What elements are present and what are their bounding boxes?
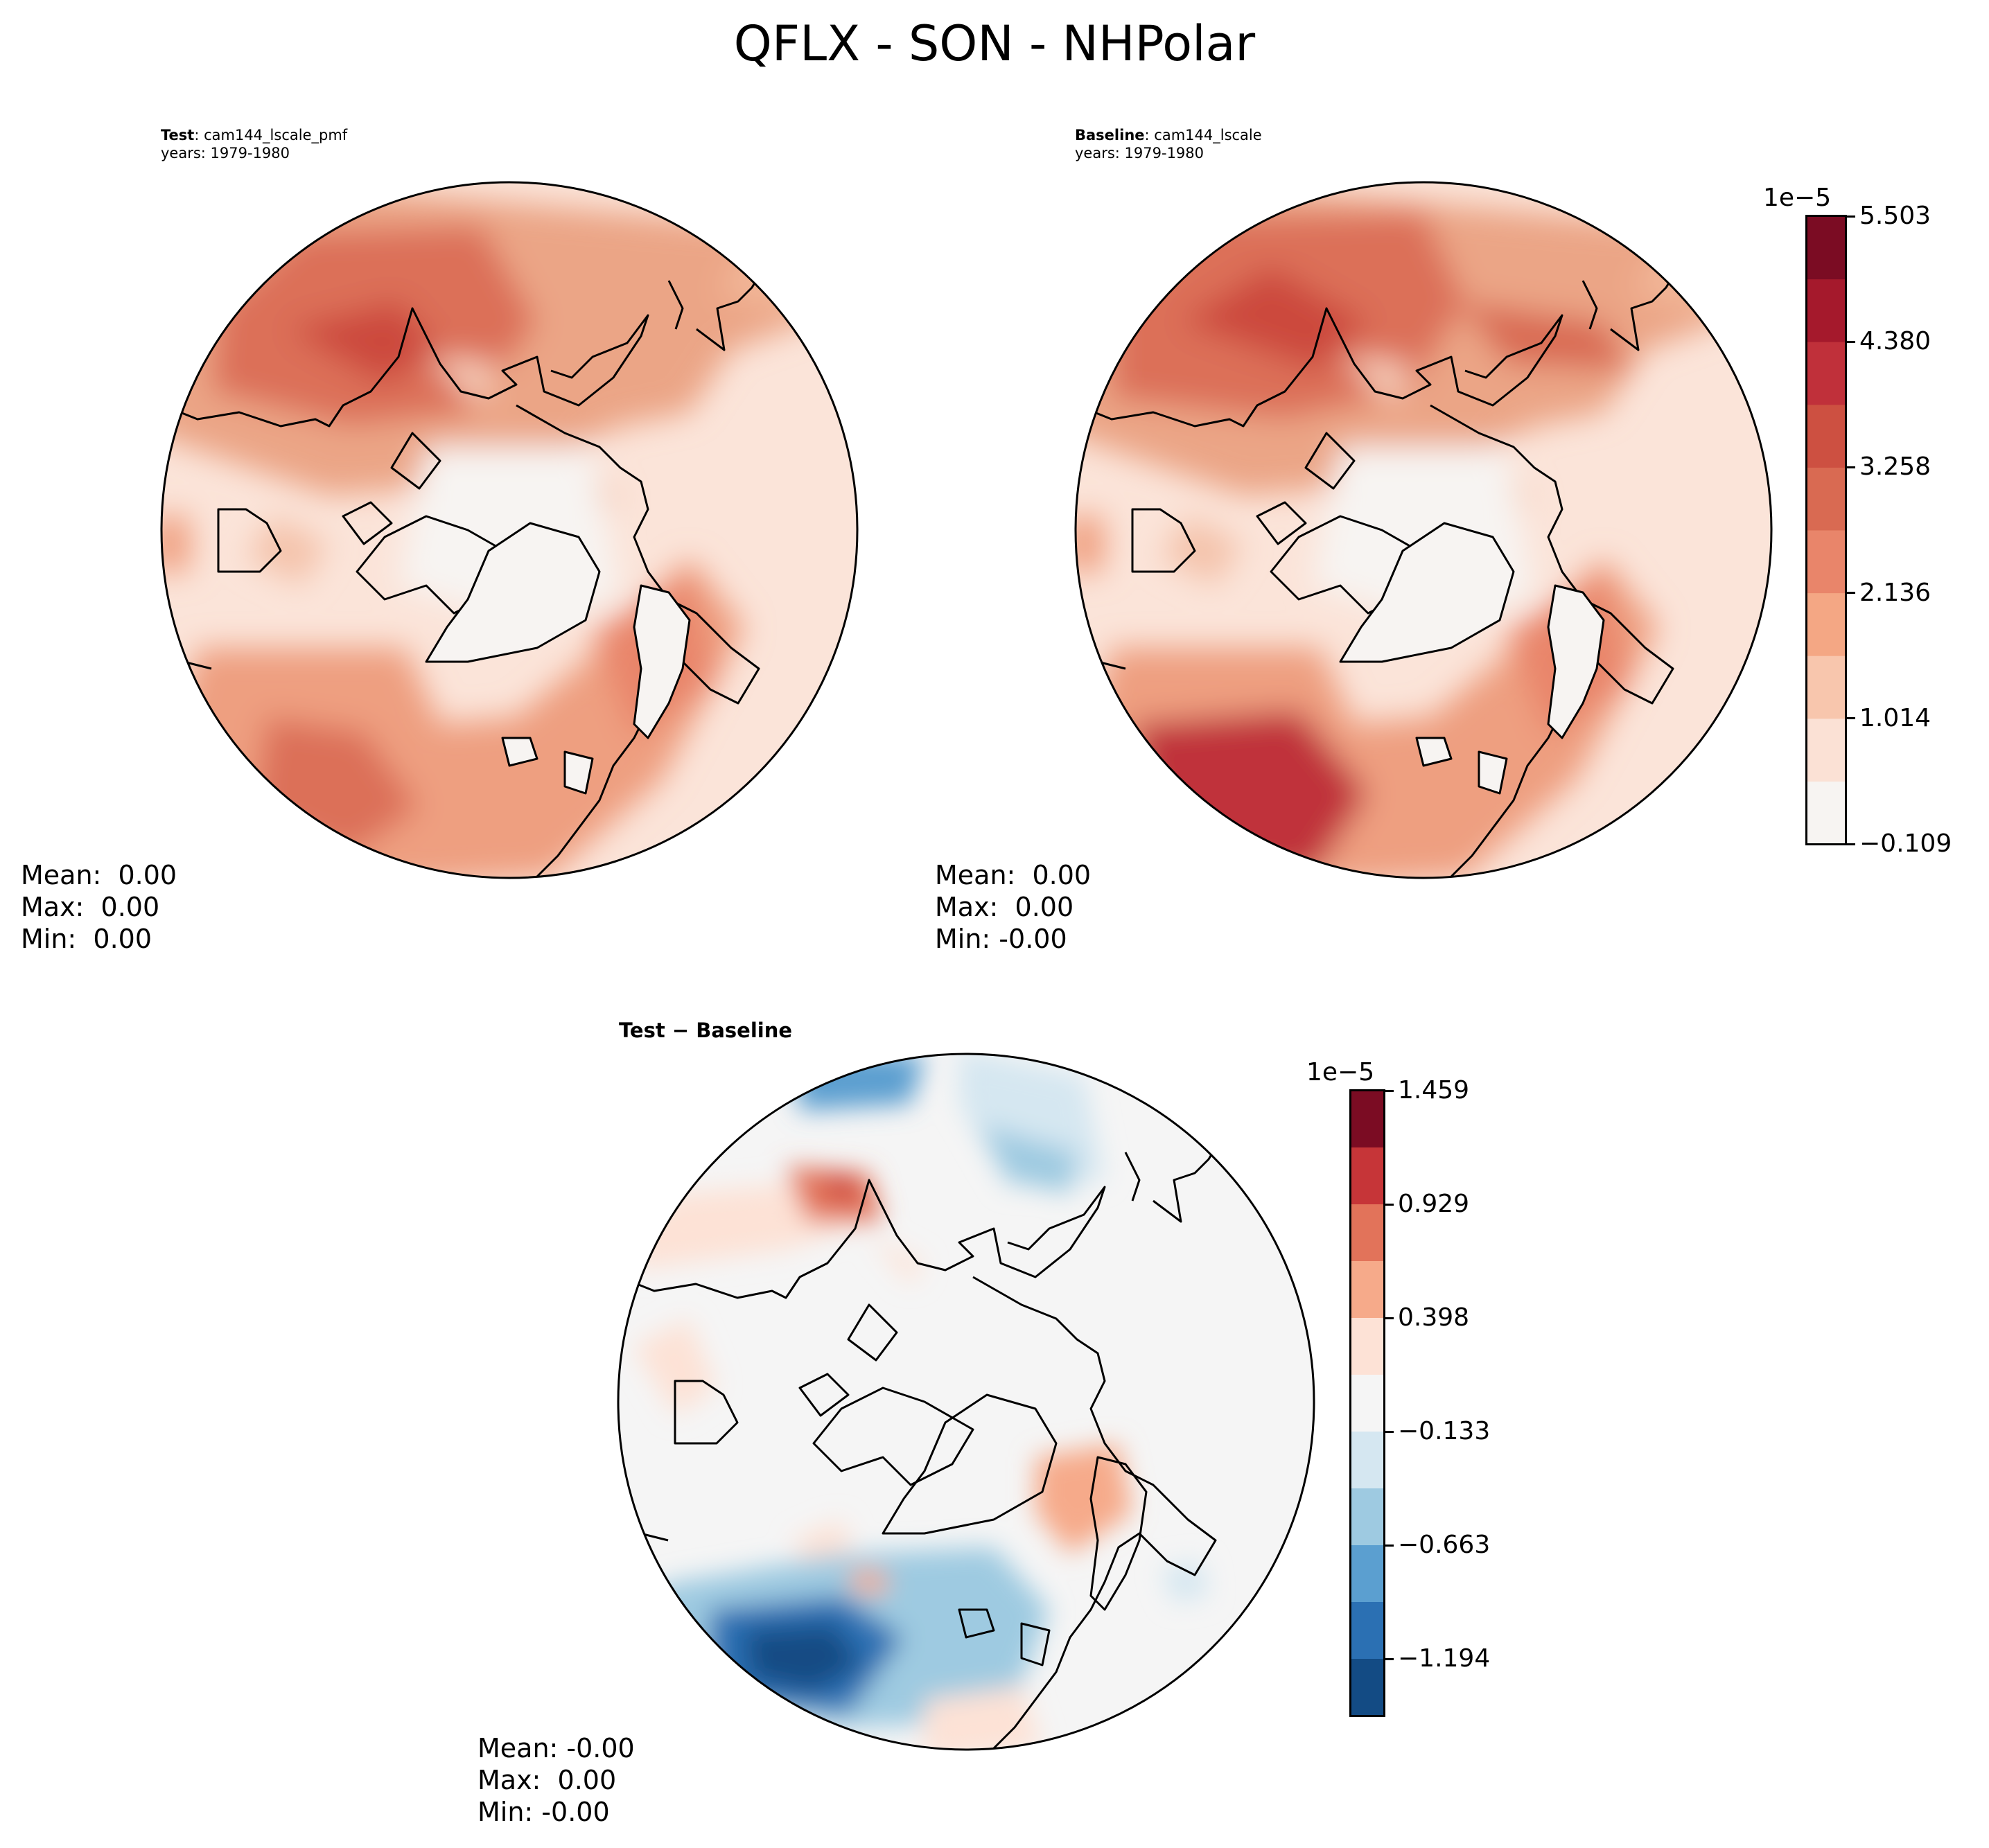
baseline-coastlines	[1076, 238, 1716, 878]
main-colorbar-tick-label: −0.109	[1859, 829, 1952, 858]
main-colorbar-tick	[1847, 215, 1855, 218]
baseline-panel-title: Baseline: cam144_lscale years: 1979-1980	[1075, 126, 1262, 162]
baseline-case-name: cam144_lscale	[1154, 127, 1262, 143]
diff-colorbar-tick-label: −0.663	[1398, 1531, 1491, 1559]
main-colorbar-tick	[1847, 340, 1855, 343]
diff-colorbar-segment	[1351, 1375, 1384, 1432]
main-colorbar-tick-label: 5.503	[1859, 202, 1931, 230]
diff-colorbar-tick	[1385, 1203, 1394, 1206]
main-colorbar-segment	[1807, 718, 1846, 782]
test-field-contours	[161, 182, 842, 878]
main-colorbar-tick	[1847, 843, 1855, 845]
main-colorbar-tick-label: 1.014	[1859, 703, 1931, 732]
main-colorbar-tick	[1847, 466, 1855, 468]
diff-colorbar	[1349, 1089, 1385, 1717]
test-map-boundary	[160, 181, 859, 879]
test-panel-title: Test: cam144_lscale_pmf years: 1979-1980	[161, 126, 347, 162]
diff-colorbar-segment	[1351, 1318, 1384, 1375]
diff-stats: Mean: -0.00 Max: 0.00 Min: -0.00	[477, 1733, 635, 1827]
diff-polar-map	[617, 1053, 1315, 1751]
test-label: Test	[161, 127, 195, 143]
diff-colorbar-tick	[1385, 1430, 1394, 1433]
diff-colorbar-tick-label: 0.929	[1398, 1190, 1470, 1218]
test-label-sep: :	[194, 127, 204, 143]
main-colorbar	[1805, 215, 1847, 845]
test-polar-map	[160, 181, 859, 879]
main-colorbar-tick	[1847, 717, 1855, 720]
baseline-map-boundary	[1074, 181, 1773, 879]
diff-colorbar-tick	[1385, 1089, 1394, 1092]
diff-map-boundary	[617, 1053, 1315, 1751]
diff-colorbar-segment	[1351, 1147, 1384, 1205]
diff-colorbar-segment	[1351, 1602, 1384, 1660]
main-colorbar-segment	[1807, 592, 1846, 656]
main-colorbar-tick-label: 2.136	[1859, 578, 1931, 607]
main-colorbar-segment	[1807, 530, 1846, 594]
figure-title: QFLX - SON - NHPolar	[733, 15, 1256, 72]
main-colorbar-segment	[1807, 781, 1846, 845]
main-colorbar-exponent: 1e−5	[1763, 184, 1832, 212]
diff-colorbar-segment	[1351, 1659, 1384, 1716]
diff-colorbar-tick-label: −1.194	[1398, 1644, 1491, 1673]
diff-colorbar-tick-label: −0.133	[1398, 1417, 1491, 1445]
diff-colorbar-tick-label: 0.398	[1398, 1303, 1470, 1332]
main-colorbar-segment	[1807, 467, 1846, 531]
diff-colorbar-tick-label: 1.459	[1398, 1076, 1470, 1105]
main-colorbar-tick-label: 4.380	[1859, 327, 1931, 356]
baseline-years: years: 1979-1980	[1075, 145, 1204, 161]
baseline-stats: Mean: 0.00 Max: 0.00 Min: -0.00	[935, 860, 1092, 954]
diff-colorbar-segment	[1351, 1545, 1384, 1603]
baseline-label: Baseline	[1075, 127, 1145, 143]
main-colorbar-segment	[1807, 279, 1846, 342]
diff-colorbar-tick	[1385, 1317, 1394, 1319]
baseline-label-sep: :	[1144, 127, 1155, 143]
main-colorbar-segment	[1807, 655, 1846, 719]
diff-colorbar-segment	[1351, 1261, 1384, 1319]
diff-colorbar-segment	[1351, 1488, 1384, 1546]
diff-colorbar-tick	[1385, 1544, 1394, 1547]
test-stats: Mean: 0.00 Max: 0.00 Min: 0.00	[21, 860, 177, 954]
main-colorbar-tick-label: 3.258	[1859, 452, 1931, 482]
test-years: years: 1979-1980	[161, 145, 290, 161]
main-colorbar-segment	[1807, 342, 1846, 405]
baseline-polar-map	[1074, 181, 1773, 879]
main-colorbar-segment	[1807, 404, 1846, 468]
main-colorbar-frame	[1805, 215, 1847, 845]
diff-colorbar-segment	[1351, 1432, 1384, 1489]
main-colorbar-segment	[1807, 216, 1846, 280]
diff-colorbar-frame	[1349, 1089, 1385, 1717]
test-coastlines	[161, 238, 802, 878]
diff-panel-title: Test − Baseline	[619, 1019, 793, 1042]
diff-colorbar-exponent: 1e−5	[1306, 1058, 1375, 1086]
main-colorbar-tick	[1847, 592, 1855, 595]
diff-colorbar-segment	[1351, 1204, 1384, 1262]
diff-colorbar-segment	[1351, 1091, 1384, 1148]
test-case-name: cam144_lscale_pmf	[204, 127, 348, 143]
diff-colorbar-tick	[1385, 1657, 1394, 1660]
